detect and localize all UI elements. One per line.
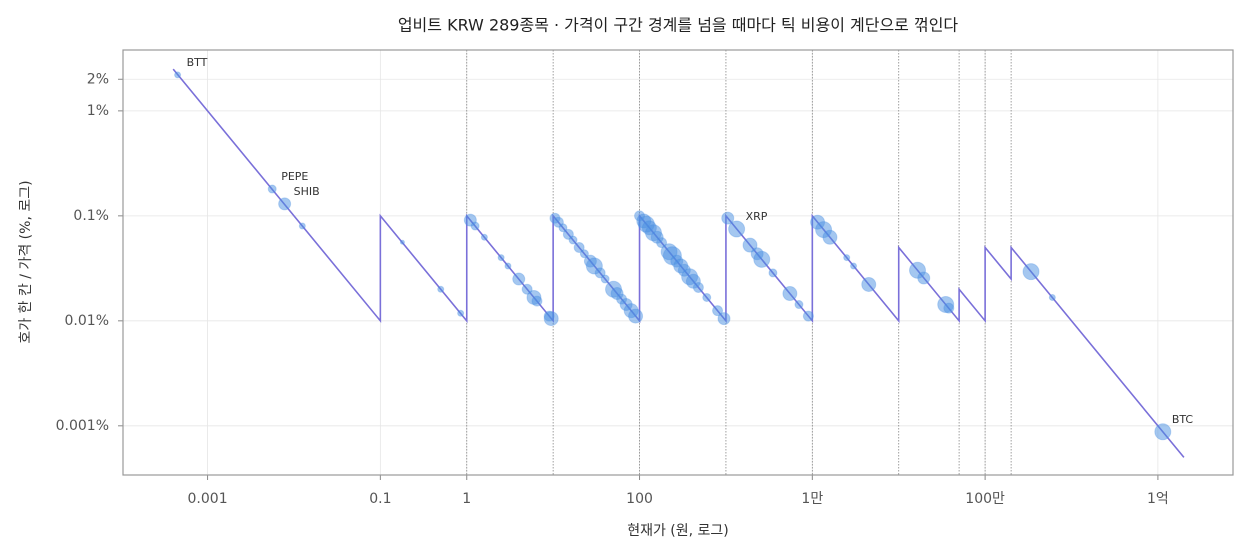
x-tick-label: 0.001 — [188, 491, 228, 507]
y-tick-label: 0.1% — [73, 208, 109, 224]
point-label: BTT — [187, 56, 208, 69]
point — [267, 184, 277, 194]
chart-title: 업비트 KRW 289종목 · 가격이 구간 경계를 넘을 때마다 틱 비용이 … — [398, 16, 959, 35]
x-tick-label: 1억 — [1147, 491, 1169, 507]
point — [531, 295, 543, 307]
point — [504, 262, 512, 270]
point — [521, 283, 533, 295]
point — [278, 197, 292, 211]
y-tick-label: 1% — [87, 103, 109, 119]
y-axis-label: 호가 한 칸 / 가격 (%, 로그) — [18, 180, 34, 343]
x-tick-label: 1만 — [801, 491, 823, 507]
point — [399, 239, 405, 245]
point — [794, 300, 804, 310]
point — [1048, 293, 1056, 301]
x-tick-label: 100 — [626, 491, 653, 507]
plot-frame — [122, 49, 1234, 476]
point-label: SHIB — [294, 185, 320, 198]
point — [712, 305, 724, 317]
point — [782, 286, 798, 302]
point — [802, 310, 814, 322]
point — [850, 262, 858, 270]
point — [768, 268, 778, 278]
point — [174, 71, 182, 79]
point — [437, 285, 445, 293]
point — [497, 254, 505, 262]
point — [558, 223, 568, 233]
point — [822, 229, 838, 245]
point-label: BTC — [1172, 413, 1194, 426]
point — [512, 272, 526, 286]
point — [1154, 423, 1172, 441]
point — [692, 281, 704, 293]
point — [1022, 263, 1040, 281]
x-tick-label: 0.1 — [369, 491, 391, 507]
point — [656, 237, 668, 249]
point — [480, 233, 488, 241]
point — [298, 222, 306, 230]
point — [742, 237, 758, 253]
point — [717, 312, 731, 326]
point — [600, 274, 610, 284]
point — [861, 276, 877, 292]
point — [721, 211, 735, 225]
y-tick-label: 0.01% — [65, 313, 109, 329]
x-tick-label: 1 — [462, 491, 471, 507]
point — [728, 220, 746, 238]
x-axis-label: 현재가 (원, 로그) — [627, 523, 729, 539]
point — [594, 267, 606, 279]
line — [172, 68, 1185, 458]
point — [943, 302, 955, 314]
point — [917, 271, 931, 285]
point-label: PEPE — [281, 170, 308, 183]
point — [702, 292, 712, 302]
point — [579, 249, 589, 259]
x-tick-label: 100만 — [965, 491, 1005, 507]
point — [843, 254, 851, 262]
point — [628, 308, 644, 324]
y-tick-label: 2% — [87, 71, 109, 87]
point — [753, 250, 771, 268]
point — [573, 241, 585, 253]
point-label: XRP — [746, 210, 768, 223]
point — [568, 235, 578, 245]
y-tick-label: 0.001% — [56, 418, 109, 434]
point — [470, 221, 480, 231]
point — [457, 309, 465, 317]
point — [543, 311, 559, 327]
